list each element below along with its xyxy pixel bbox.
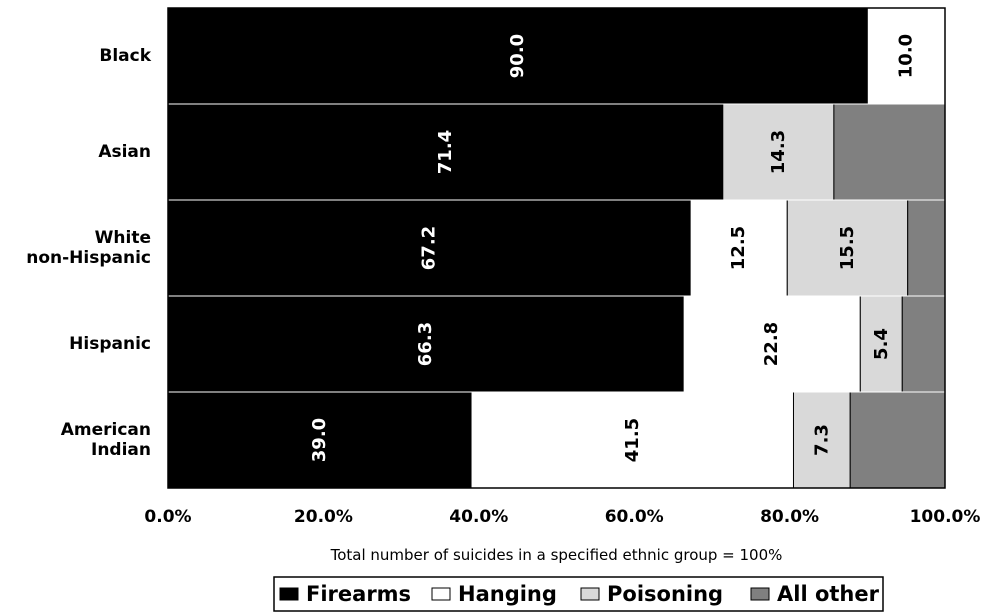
x-tick-label: 100.0% [910,507,981,527]
category-label-black: Black [99,46,151,66]
legend-label-hanging: Hanging [458,582,557,606]
x-tick-label: 60.0% [605,507,664,527]
data-label-black-hanging: 10.0 [896,34,917,78]
bar-hispanic-all-other [902,296,945,392]
category-label-line: Hispanic [69,334,151,354]
legend-swatch-all-other [751,588,769,600]
category-label-line: Black [99,46,151,66]
bar-white-non-hispanic-all-other [908,200,945,296]
category-label-hispanic: Hispanic [69,334,151,354]
x-tick-label: 80.0% [760,507,819,527]
bar-asian-all-other [834,104,945,200]
x-axis-label: Total number of suicides in a specified … [330,546,783,564]
data-label-american-indian-hanging: 41.5 [622,418,643,462]
bar-american-indian-all-other [850,392,945,488]
data-label-white-non-hispanic-poisoning: 15.5 [837,226,858,270]
data-label-hispanic-hanging: 22.8 [761,322,782,366]
category-label-asian: Asian [98,142,151,162]
legend-label-all-other: All other [777,582,880,606]
category-label-line: American [61,420,151,440]
data-label-hispanic-poisoning: 5.4 [871,328,892,360]
data-label-american-indian-poisoning: 7.3 [811,424,832,456]
category-label-line: White [95,228,151,248]
legend-swatch-firearms [280,588,298,600]
category-labels: Black Asian White non-Hispanic Hispanic Ameri… [26,46,151,460]
bars-group: 90.0 10.0 71.4 14.3 67.2 12.5 15.5 66.3 22.8 5.4 3… [168,8,945,488]
legend: Firearms Hanging Poisoning All other [274,577,883,611]
legend-swatch-poisoning [581,588,599,600]
legend-label-firearms: Firearms [306,582,411,606]
data-label-hispanic-firearms: 66.3 [415,322,436,366]
category-label-line: Indian [91,440,151,460]
x-tick-label: 40.0% [449,507,508,527]
data-label-asian-poisoning: 14.3 [768,130,789,174]
category-label-american-indian: American Indian [61,420,151,460]
category-label-line: Asian [98,142,151,162]
x-axis-ticks: 0.0% 20.0% 40.0% 60.0% 80.0% 100.0% [144,507,980,527]
legend-label-poisoning: Poisoning [607,582,723,606]
category-label-line: non-Hispanic [26,248,151,268]
legend-swatch-hanging [432,588,450,600]
category-label-white-non-hispanic: White non-Hispanic [26,228,151,268]
data-label-asian-firearms: 71.4 [435,130,456,174]
data-label-american-indian-firearms: 39.0 [309,418,330,462]
data-label-black-firearms: 90.0 [507,34,528,78]
data-label-white-non-hispanic-firearms: 67.2 [419,226,440,270]
x-tick-label: 20.0% [294,507,353,527]
data-label-white-non-hispanic-hanging: 12.5 [728,226,749,270]
x-tick-label: 0.0% [144,507,191,527]
